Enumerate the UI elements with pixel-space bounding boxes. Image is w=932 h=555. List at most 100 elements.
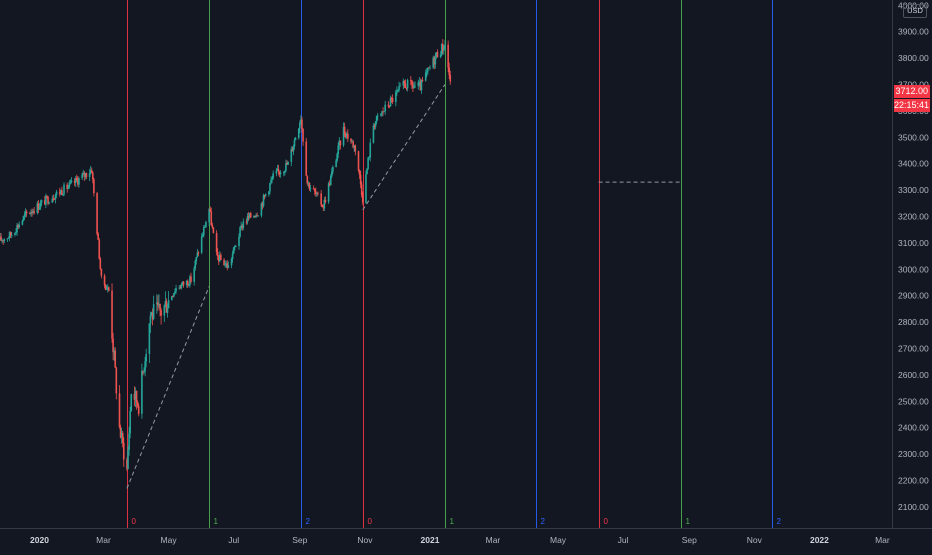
- time-tick-label: Nov: [747, 535, 763, 545]
- candle-body: [411, 80, 413, 85]
- candle-body: [249, 213, 252, 218]
- candle-body: [307, 182, 310, 184]
- candle-body: [246, 216, 249, 222]
- candle-body: [235, 246, 237, 247]
- candle-body: [361, 194, 364, 203]
- candle-body: [92, 172, 94, 180]
- candle-body: [342, 126, 345, 146]
- time-tick-label: May: [161, 535, 178, 545]
- candle-body: [157, 302, 159, 306]
- last-price-tag: 3712.00: [894, 85, 930, 98]
- price-tick-label: 3700.00: [898, 79, 929, 89]
- candle-body: [301, 119, 303, 129]
- candle-body: [262, 195, 265, 206]
- candle-body: [375, 115, 378, 122]
- candle-body: [312, 188, 315, 190]
- price-tick-label: 3900.00: [898, 27, 929, 37]
- candle-body: [114, 350, 117, 368]
- cycle-line-label: 1: [214, 517, 219, 526]
- candle-body: [97, 233, 99, 240]
- trendline[interactable]: [362, 84, 446, 211]
- candle-body: [316, 192, 318, 195]
- candle-body: [441, 43, 444, 51]
- candle-body: [320, 193, 322, 205]
- candle-body: [52, 198, 55, 200]
- candle-body: [327, 183, 330, 202]
- candle-body: [302, 128, 304, 142]
- candle-body: [397, 90, 399, 91]
- trendline[interactable]: [126, 286, 210, 489]
- candle-body: [32, 211, 34, 213]
- candle-body: [294, 137, 297, 140]
- candle-body: [368, 157, 370, 158]
- candle-body: [286, 163, 288, 165]
- candle-body: [204, 227, 206, 229]
- candle-body: [398, 86, 400, 91]
- time-tick-label: 2021: [421, 535, 440, 545]
- candle-body: [175, 288, 177, 292]
- candle-body: [36, 203, 39, 213]
- candle-body: [188, 285, 190, 286]
- candle-body: [353, 145, 356, 148]
- candle-body: [113, 350, 115, 353]
- time-tick-label: Jul: [228, 535, 239, 545]
- candle-body: [189, 276, 191, 286]
- candle-body: [406, 80, 409, 89]
- candle-body: [285, 163, 287, 171]
- candle-body: [402, 80, 405, 86]
- candle-body: [373, 125, 376, 127]
- candle-body: [389, 98, 392, 107]
- candle-body: [365, 174, 367, 203]
- candle-body: [424, 72, 427, 81]
- price-tick-label: 2600.00: [898, 370, 929, 380]
- candle-body: [299, 123, 301, 129]
- candle-body: [440, 43, 443, 55]
- candle-body: [238, 236, 240, 247]
- candle-body: [418, 81, 421, 83]
- candle-body: [412, 84, 414, 88]
- cycle-line-label: 1: [686, 517, 691, 526]
- candle-body: [46, 195, 48, 197]
- candle-body: [6, 238, 9, 240]
- cycle-line-label: 2: [777, 517, 782, 526]
- candle-body: [63, 184, 65, 195]
- candle-body: [343, 126, 346, 134]
- price-tick-label: 3500.00: [898, 132, 929, 142]
- candle-body: [76, 178, 78, 181]
- candle-body: [112, 338, 114, 353]
- candle-body: [164, 301, 167, 306]
- candle-body: [413, 86, 415, 88]
- candle-body: [417, 82, 420, 86]
- price-tick-label: 3000.00: [898, 264, 929, 274]
- candle-body: [108, 287, 110, 291]
- candle-body: [322, 206, 325, 209]
- candle-body: [321, 204, 324, 207]
- candle-body: [268, 191, 270, 195]
- candle-body: [88, 173, 91, 178]
- candle-body: [367, 157, 369, 169]
- candle-body: [275, 170, 278, 174]
- candle-body: [141, 370, 143, 414]
- candle-body: [58, 191, 61, 194]
- candle-body: [395, 92, 397, 103]
- candle-body: [96, 193, 98, 234]
- candle-body: [47, 196, 49, 204]
- candle-body: [354, 145, 357, 152]
- candle-body: [201, 235, 204, 237]
- candle-body: [428, 67, 430, 69]
- candle-body: [17, 225, 19, 228]
- candle-body: [384, 104, 386, 112]
- candle-body: [33, 211, 35, 213]
- candle-body: [44, 200, 46, 205]
- candle-body: [231, 253, 234, 260]
- countdown-tag: 22:15:41: [894, 99, 930, 112]
- candle-body: [239, 227, 241, 237]
- candle-body: [359, 174, 362, 185]
- candle-body: [126, 459, 128, 469]
- candle-body: [0, 236, 2, 241]
- currency-label[interactable]: USD: [903, 4, 927, 18]
- candle-body: [391, 98, 394, 103]
- candle-body: [119, 426, 122, 438]
